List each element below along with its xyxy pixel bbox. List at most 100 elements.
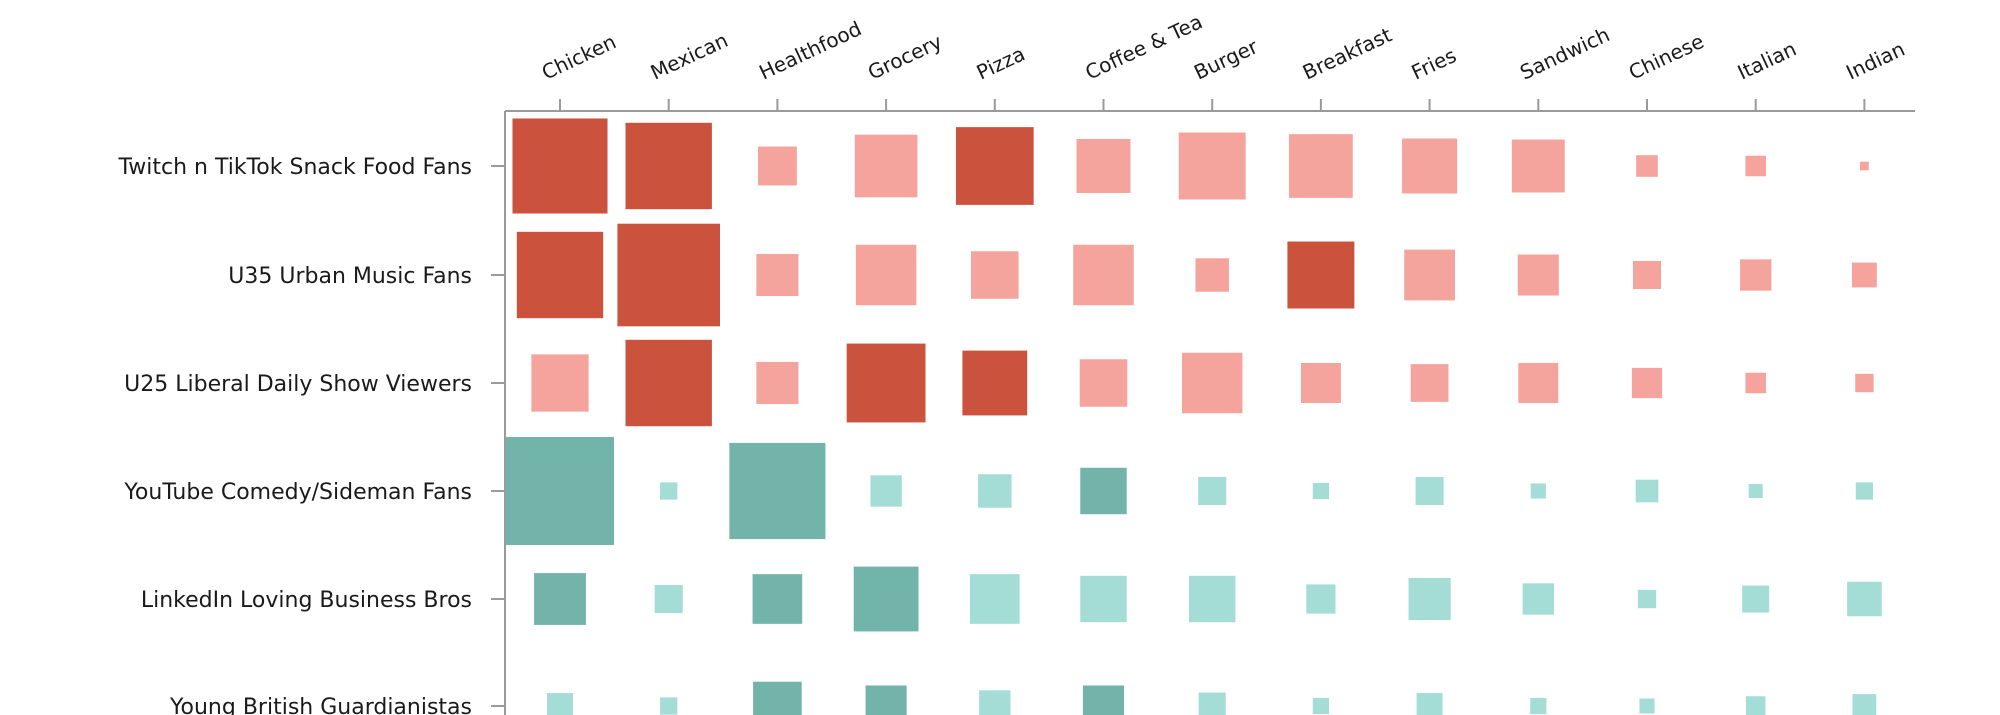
heatmap-cell — [757, 146, 797, 186]
heatmap-cell — [1181, 352, 1243, 414]
heatmap-cell — [1198, 692, 1226, 715]
heatmap-cell — [1742, 585, 1770, 613]
heatmap-cell — [1745, 696, 1766, 715]
heatmap-cell — [846, 343, 926, 423]
row-label: Young British Guardianistas — [169, 695, 472, 715]
heatmap-cell — [978, 474, 1012, 508]
heatmap-cell — [506, 437, 614, 545]
column-label: Breakfast — [1299, 22, 1396, 84]
heatmap-cell — [1748, 483, 1763, 499]
heatmap-cell — [1511, 139, 1565, 193]
row-label: U25 Liberal Daily Show Viewers — [124, 372, 472, 397]
heatmap-cell — [1080, 467, 1127, 515]
column-label: Fries — [1408, 43, 1460, 84]
heatmap-cell — [1745, 155, 1766, 177]
heatmap-cell — [1530, 697, 1547, 715]
heatmap-cell — [1639, 698, 1655, 714]
heatmap-cell — [1312, 482, 1329, 500]
heatmap-cell — [531, 354, 589, 412]
column-label: Mexican — [647, 28, 732, 85]
heatmap-cell — [547, 693, 573, 715]
heatmap-cell — [1517, 254, 1559, 296]
heatmap-cell — [1079, 359, 1128, 407]
column-label: Coffee & Tea — [1081, 9, 1206, 84]
heatmap-cell — [729, 442, 826, 540]
heatmap-cell — [1300, 363, 1341, 403]
heatmap-cell — [752, 574, 803, 624]
heatmap-cell — [1530, 483, 1546, 499]
heatmap-cell — [1178, 132, 1246, 200]
column-label: Sandwich — [1516, 22, 1613, 84]
heatmap-cell — [1847, 581, 1882, 617]
heatmap-cell — [1860, 161, 1869, 171]
heatmap-cell — [534, 573, 586, 625]
axes — [491, 99, 1915, 715]
heatmap-cell — [1415, 476, 1444, 506]
heatmap-cell — [1855, 482, 1874, 500]
heatmap-cell — [654, 584, 683, 614]
heatmap-cell — [865, 685, 907, 715]
heatmap-cell — [1522, 583, 1554, 615]
heatmap-cell — [1852, 694, 1877, 715]
heatmap-cell — [1636, 155, 1658, 177]
column-label: Italian — [1734, 37, 1800, 85]
heatmap-cell — [854, 134, 918, 198]
heatmap-cell — [756, 253, 799, 297]
heatmap-cell — [1188, 575, 1236, 623]
column-label: Pizza — [973, 41, 1029, 84]
row-labels: Twitch n TikTok Snack Food Fans U35 Urban… — [118, 155, 473, 715]
heatmap-cell — [1080, 575, 1127, 623]
heatmap-cell — [1312, 697, 1329, 715]
row-label: YouTube Comedy/Sideman Fans — [123, 480, 472, 505]
heatmap-cell — [1402, 138, 1458, 194]
heatmap-cell — [855, 244, 917, 306]
heatmap-cell — [1306, 584, 1336, 614]
heatmap-cell — [1408, 577, 1451, 621]
heatmap-cell — [625, 122, 712, 210]
heatmap-cell — [1195, 258, 1229, 292]
heatmap-cell — [1637, 589, 1657, 609]
heatmap-cell — [1635, 479, 1659, 503]
column-label: Indian — [1842, 37, 1908, 85]
heatmap-cell — [1745, 372, 1766, 394]
column-label: Chinese — [1625, 29, 1708, 85]
heatmap-cell — [660, 482, 678, 500]
heatmap-cell — [1198, 476, 1227, 506]
heatmap-cell — [1076, 139, 1131, 193]
column-label: Grocery — [864, 29, 946, 84]
heatmap-cell — [955, 127, 1034, 205]
row-label: LinkedIn Loving Business Bros — [141, 588, 472, 613]
heatmap-cell — [1404, 249, 1455, 301]
heatmap-cell — [962, 350, 1028, 416]
heatmap-cell — [753, 681, 802, 715]
row-label: U35 Urban Music Fans — [228, 264, 472, 289]
heatmap-cell — [1851, 262, 1877, 288]
heatmap-cell — [1289, 134, 1353, 198]
heatmap-cell — [1287, 241, 1355, 309]
heatmap-cell — [625, 339, 712, 427]
heatmap-cell — [1855, 373, 1874, 393]
heatmap-cell — [512, 118, 608, 214]
heatmap-cell — [660, 697, 678, 715]
heatmap-cell — [1631, 367, 1663, 399]
heatmap-cell — [756, 361, 799, 405]
heatmap-cell — [979, 690, 1011, 715]
heatmap-cell — [853, 566, 919, 632]
heatmap-cell — [1740, 259, 1772, 291]
column-label: Healthfood — [755, 16, 865, 84]
row-label: Twitch n TikTok Snack Food Fans — [118, 155, 473, 180]
heatmap-cell — [617, 223, 720, 327]
heatmap-cell — [971, 251, 1019, 299]
cells — [506, 118, 1882, 715]
column-label: Chicken — [538, 29, 620, 84]
heatmap-cell — [1518, 363, 1559, 403]
heatmap-cell — [1073, 244, 1134, 306]
column-label: Burger — [1190, 34, 1262, 85]
heatmap-cell — [1416, 693, 1443, 715]
heatmap-cell — [1082, 685, 1125, 715]
heatmap-cell — [1632, 260, 1662, 290]
heatmap-cell — [870, 475, 902, 507]
heatmap-cell — [1410, 364, 1449, 402]
